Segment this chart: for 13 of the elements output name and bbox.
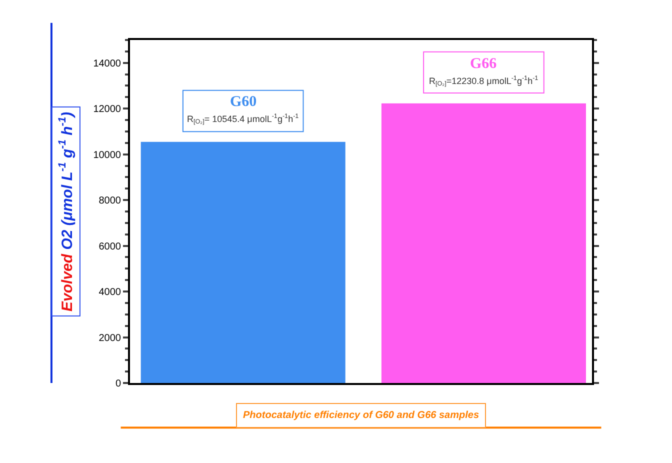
annotation: G66 <box>470 56 498 72</box>
y-tick-label: 6000 <box>98 241 122 252</box>
y-tick-label: 10000 <box>93 150 122 161</box>
annotation: G60 <box>230 94 257 110</box>
annotation: R$_{[O₂]}$= 10545.4 μmolL$^{-1}$g$^{-1}$h$^{-1}$ <box>187 113 300 126</box>
x-axis-title: Photocatalytic efficiency of G60 and G66 samples <box>243 410 480 421</box>
y-tick-label: 2000 <box>98 332 122 344</box>
y-tick-label: 8000 <box>98 196 122 207</box>
y-tick-label: 4000 <box>98 287 122 298</box>
annotation: R$_{[O₂]}$=12230.8 μmolL$^{-1}$g$^{-1}$h$^{-1}$ <box>429 75 539 88</box>
y-tick-label: 0 <box>115 378 122 390</box>
y-tick-label: 14000 <box>93 58 122 70</box>
y-tick-label: 12000 <box>93 104 122 116</box>
